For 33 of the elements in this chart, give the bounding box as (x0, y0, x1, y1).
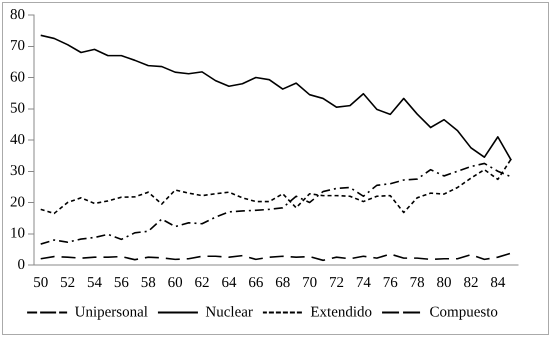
legend-label: Compuesto (430, 304, 498, 320)
x-tick-label: 52 (60, 274, 76, 291)
y-tick-label: 40 (10, 132, 25, 148)
legend-label: Extendido (310, 304, 372, 320)
y-tick-label: 50 (10, 100, 25, 117)
y-tick-label: 60 (10, 69, 25, 86)
x-tick-label: 80 (436, 274, 452, 291)
line-series (40, 252, 512, 262)
x-tick-label: 58 (140, 274, 156, 291)
x-tick-label: 76 (382, 274, 398, 291)
y-tick-label: 30 (10, 163, 25, 180)
line-series (40, 162, 512, 245)
y-tick-label: 20 (10, 194, 25, 210)
x-tick-label: 60 (168, 274, 183, 291)
legend-label: Unipersonal (74, 304, 148, 320)
x-tick-label: 50 (33, 274, 48, 291)
y-tick-label: 10 (10, 226, 25, 242)
x-tick-label: 54 (87, 274, 102, 291)
x-tick-label: 84 (490, 274, 506, 291)
x-tick-label: 66 (248, 274, 264, 291)
x-tick-label: 72 (329, 274, 344, 291)
x-tick-label: 70 (302, 274, 318, 291)
x-tick-label: 64 (221, 274, 237, 291)
y-tick-label: 70 (10, 38, 25, 54)
y-tick-label: 80 (10, 6, 25, 23)
x-tick-label: 62 (194, 274, 210, 291)
legend-label: Nuclear (205, 304, 253, 320)
x-tick-label: 78 (410, 274, 425, 291)
x-tick-label: 74 (356, 274, 372, 291)
x-tick-label: 56 (114, 274, 130, 291)
x-tick-label: 68 (275, 274, 290, 291)
y-tick-label: 0 (18, 256, 25, 273)
x-tick-label: 82 (463, 274, 478, 291)
